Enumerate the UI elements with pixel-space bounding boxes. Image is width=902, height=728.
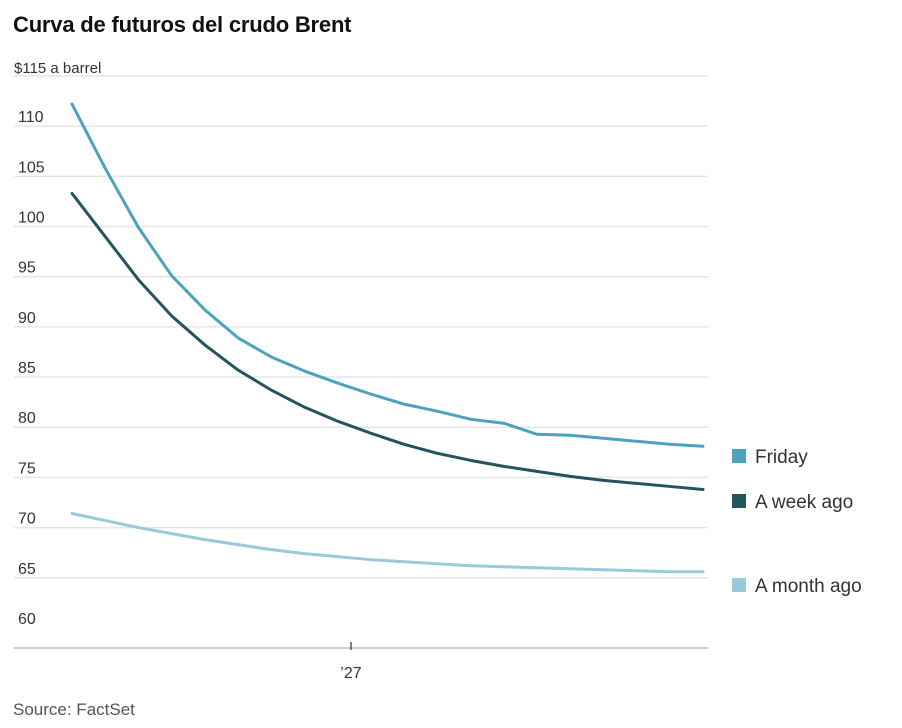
y-tick-label: 100 [18,210,45,227]
y-tick-label: 70 [18,511,36,528]
y-tick-label: 90 [18,310,36,327]
legend: Friday A week ago A month ago [732,447,862,597]
y-tick-label: 80 [18,410,36,427]
y-axis-tick-labels: $115 a barrel 60 65 70 75 80 85 90 95 100 105 110 [14,60,101,628]
legend-label: A week ago [755,492,853,513]
y-tick-label: 110 [18,109,44,126]
legend-swatch [732,494,746,508]
y-tick-label: 85 [18,360,36,377]
y-tick-label: 65 [18,561,36,578]
y-tick-label: 95 [18,260,36,277]
line-chart: $115 a barrel 60 65 70 75 80 85 90 95 100 105 110 ’… [14,60,862,682]
legend-label: A month ago [755,576,862,597]
series-line-a-week-ago [70,191,705,491]
series-line-a-month-ago [70,512,705,574]
y-tick-label: 105 [18,159,45,176]
y-tick-label: 75 [18,460,36,477]
x-axis: ’27 [340,642,362,682]
source-note: Source: FactSet [13,700,135,719]
y-axis-unit-label: $115 a barrel [14,60,101,77]
chart-title: Curva de futuros del crudo Brent [13,12,352,37]
gridlines [14,75,708,649]
legend-swatch [732,449,746,463]
series-lines [70,102,705,574]
legend-label: Friday [755,447,808,468]
x-tick-label: ’27 [340,665,361,682]
series-line-friday [70,102,705,448]
y-tick-label: 60 [18,611,36,628]
legend-swatch [732,578,746,592]
